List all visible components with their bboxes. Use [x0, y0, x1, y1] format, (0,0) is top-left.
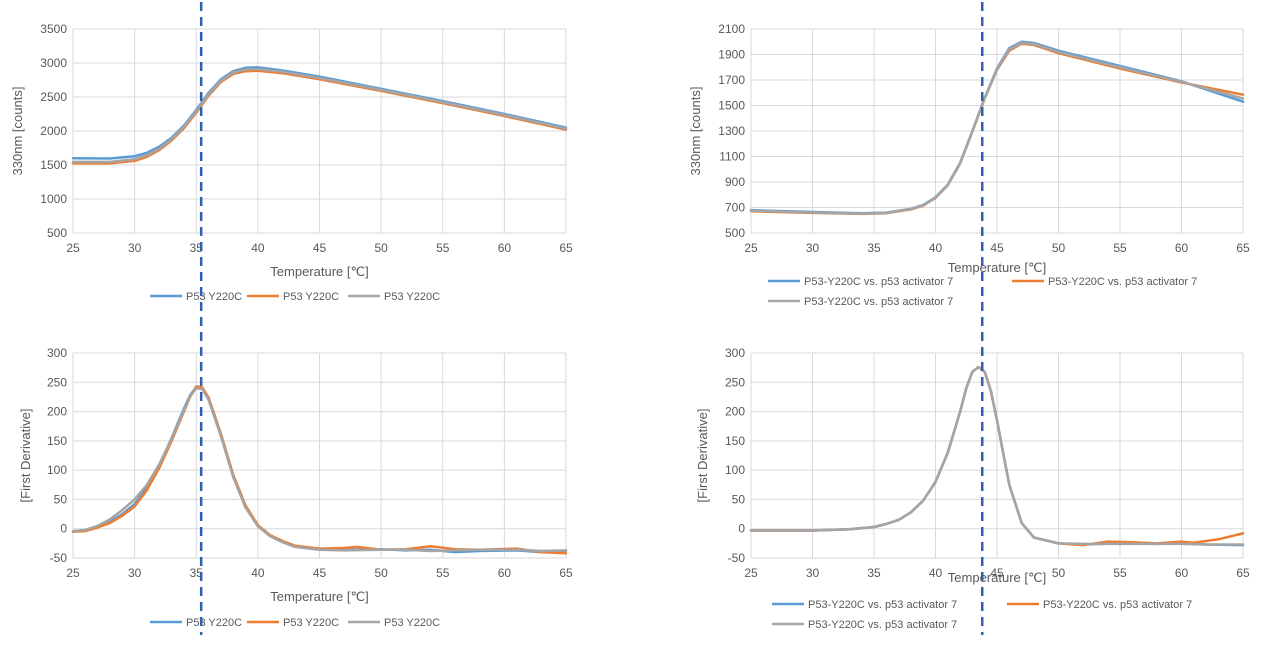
x-tick-label: 25 — [744, 241, 758, 255]
y-tick-label: 1900 — [718, 48, 745, 62]
y-tick-label: 2500 — [40, 90, 67, 104]
x-tick-label: 40 — [251, 241, 265, 255]
x-tick-label: 35 — [190, 566, 204, 580]
y-tick-label: 100 — [47, 463, 67, 477]
y-tick-label: 1500 — [40, 158, 67, 172]
x-tick-label: 60 — [498, 566, 512, 580]
series-line-3 — [749, 41, 1245, 215]
chart-3: -50 0 50 100 150 200 250 300 25 30 35 40 45 50 55 60 65 T… — [18, 346, 573, 629]
y-tick-label: 100 — [725, 463, 745, 477]
x-tick-label: 35 — [867, 566, 881, 580]
y-tick-label: 1500 — [718, 99, 745, 113]
y-tick-label: 1700 — [718, 73, 745, 87]
legend-label: P53-Y220C vs. p53 activator 7 — [1043, 599, 1192, 611]
y-tick-label: 50 — [54, 492, 68, 506]
x-tick-label: 65 — [559, 241, 573, 255]
x-tick-label: 45 — [990, 566, 1004, 580]
y-tick-label: 3000 — [40, 56, 67, 70]
legend-label: P53 Y220C — [283, 291, 339, 303]
x-tick-label: 45 — [313, 241, 327, 255]
x-tick-label: 65 — [1236, 566, 1250, 580]
y-tick-label: 250 — [47, 375, 67, 389]
chart-4: -50 0 50 100 150 200 250 300 25 30 35 40 45 50 55 60 65 T… — [695, 346, 1250, 631]
legend-label: P53 Y220C — [384, 617, 440, 629]
x-axis-title: Temperature [℃] — [948, 570, 1046, 585]
y-tick-label: 2100 — [718, 22, 745, 36]
y-tick-label: 50 — [732, 492, 746, 506]
x-tick-label: 45 — [313, 566, 327, 580]
x-tick-label: 25 — [744, 566, 758, 580]
x-tick-label: 30 — [128, 566, 142, 580]
x-tick-label: 25 — [66, 566, 80, 580]
x-tick-label: 40 — [251, 566, 265, 580]
y-tick-label: 1300 — [718, 124, 745, 138]
y-tick-label: 150 — [725, 434, 745, 448]
x-axis-title: Temperature [℃] — [270, 589, 368, 604]
x-tick-label: 40 — [929, 241, 943, 255]
x-tick-label: 35 — [190, 241, 204, 255]
x-tick-label: 40 — [929, 566, 943, 580]
x-tick-label: 55 — [1113, 566, 1127, 580]
x-tick-label: 30 — [806, 566, 820, 580]
x-tick-label: 50 — [1052, 566, 1066, 580]
y-tick-label: 200 — [47, 405, 67, 419]
legend-label: P53 Y220C — [283, 617, 339, 629]
x-tick-label: 65 — [1236, 241, 1250, 255]
legend-label: P53-Y220C vs. p53 activator 7 — [808, 619, 957, 631]
x-tick-label: 60 — [1175, 566, 1189, 580]
chart-1: 500 1000 1500 2000 2500 3000 3500 25 30 35 40 45 50 5… — [10, 22, 573, 303]
series-line-3 — [71, 386, 568, 553]
y-tick-label: 150 — [47, 434, 67, 448]
legend-label: P53-Y220C vs. p53 activator 7 — [808, 599, 957, 611]
legend-label: P53 Y220C — [186, 291, 242, 303]
x-tick-label: 50 — [1052, 241, 1066, 255]
legend-label: P53-Y220C vs. p53 activator 7 — [804, 276, 953, 288]
x-tick-label: 30 — [128, 241, 142, 255]
y-axis-title: [First Derivative] — [18, 409, 33, 503]
y-axis-title: [First Derivative] — [695, 409, 710, 503]
y-tick-label: -50 — [50, 551, 68, 565]
x-tick-label: 25 — [66, 241, 80, 255]
legend-label: P53 Y220C — [186, 617, 242, 629]
x-tick-label: 60 — [498, 241, 512, 255]
legend-label: P53-Y220C vs. p53 activator 7 — [1048, 276, 1197, 288]
y-tick-label: 900 — [725, 175, 745, 189]
x-axis-title: Temperature [℃] — [270, 264, 368, 279]
x-tick-label: 50 — [374, 241, 388, 255]
x-tick-label: 60 — [1175, 241, 1189, 255]
x-axis-title: Temperature [℃] — [948, 260, 1046, 275]
x-tick-label: 55 — [436, 241, 450, 255]
y-tick-label: 300 — [47, 346, 67, 360]
y-tick-label: 1000 — [40, 192, 67, 206]
y-tick-label: 3500 — [40, 22, 67, 36]
x-tick-label: 35 — [867, 241, 881, 255]
y-tick-label: 300 — [725, 346, 745, 360]
y-tick-label: 500 — [725, 226, 745, 240]
y-tick-label: 250 — [725, 375, 745, 389]
y-tick-label: 1100 — [719, 150, 745, 164]
y-tick-label: 2000 — [40, 124, 67, 138]
legend-label: P53 Y220C — [384, 291, 440, 303]
series-line-3 — [71, 67, 568, 164]
y-axis-title: 330nm [counts] — [10, 87, 25, 176]
x-tick-label: 30 — [806, 241, 820, 255]
x-tick-label: 55 — [436, 566, 450, 580]
x-tick-label: 50 — [374, 566, 388, 580]
x-tick-label: 45 — [990, 241, 1004, 255]
y-tick-label: 0 — [60, 522, 67, 536]
legend-label: P53-Y220C vs. p53 activator 7 — [804, 296, 953, 308]
x-tick-label: 55 — [1113, 241, 1127, 255]
y-tick-label: 700 — [725, 201, 745, 215]
chart-2: 500 700 900 1100 1300 1500 1700 1900 2100 25 30 35 4… — [688, 22, 1250, 308]
y-tick-label: 0 — [738, 522, 745, 536]
x-tick-label: 65 — [559, 566, 573, 580]
y-tick-label: 500 — [47, 226, 67, 240]
y-tick-label: 200 — [725, 405, 745, 419]
y-tick-label: -50 — [728, 551, 746, 565]
y-axis-title: 330nm [counts] — [688, 87, 703, 176]
